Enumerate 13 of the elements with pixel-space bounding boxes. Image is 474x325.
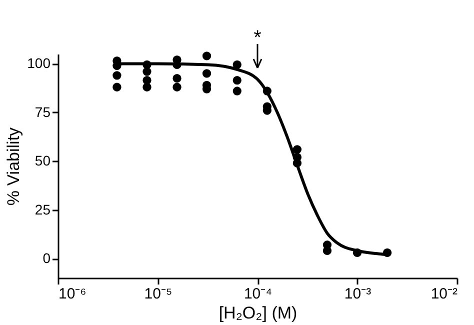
x-tick-label: 10⁻⁶ — [58, 286, 86, 302]
y-tick-label: 25 — [34, 201, 51, 218]
y-tick-label: 75 — [34, 104, 51, 120]
x-tick-label: 10⁻³ — [344, 286, 372, 302]
x-tick-label: 10⁻⁴ — [244, 286, 272, 302]
text: * — [254, 27, 262, 49]
y-tick-label: 100 — [27, 55, 51, 72]
x-tick-label: 10⁻⁵ — [144, 286, 172, 302]
x-axis-title: [H₂O₂] (M) — [218, 304, 298, 322]
y-axis-title: % Viability — [4, 126, 24, 206]
y-tick-label: 0 — [42, 250, 51, 266]
x-tick-label: 10⁻² — [430, 286, 458, 302]
y-tick-label: 50 — [34, 152, 51, 169]
